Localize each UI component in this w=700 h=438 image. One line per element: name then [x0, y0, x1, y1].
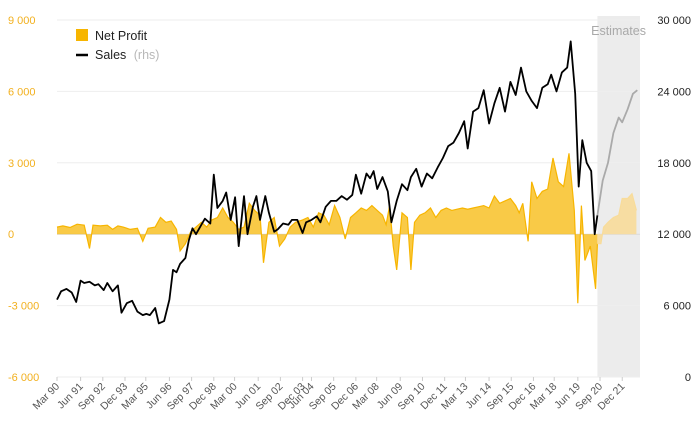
legend-label-sales-note: (rhs) — [134, 48, 160, 62]
y-axis-right: 0 6 000 12 000 18 000 24 000 30 000 — [657, 15, 691, 384]
y-right-tick-label: 30 000 — [657, 15, 691, 27]
y-axis-left: -6 000 -3 000 0 3 000 6 000 9 000 — [8, 15, 39, 384]
y-left-tick-label: -3 000 — [8, 301, 39, 313]
y-right-tick-label: 12 000 — [657, 229, 691, 241]
net-profit-series — [56, 153, 637, 304]
x-tick-label: Mar 90 — [31, 381, 63, 413]
y-left-tick-label: 6 000 — [8, 86, 36, 98]
net-profit-edge — [56, 153, 598, 304]
y-left-tick-label: 9 000 — [8, 15, 36, 27]
legend-label-net-profit: Net Profit — [95, 29, 148, 43]
net-profit-estimate-edge — [597, 192, 637, 245]
sales-series — [56, 40, 638, 325]
y-right-tick-label: 6 000 — [663, 301, 691, 313]
y-left-tick-label: 3 000 — [8, 158, 36, 170]
y-right-tick-label: 24 000 — [657, 86, 691, 98]
legend-swatch-net-profit — [76, 29, 88, 41]
legend-label-sales-text: Sales — [95, 48, 126, 62]
sales-line — [56, 40, 599, 325]
net-profit-area — [57, 153, 598, 304]
y-left-tick-label: 0 — [8, 229, 14, 241]
y-right-tick-label: 18 000 — [657, 158, 691, 170]
legend: Net Profit Sales (rhs) — [76, 29, 159, 62]
sales-estimate-line — [596, 89, 638, 216]
legend-label-sales: Sales (rhs) — [95, 48, 159, 62]
y-right-tick-label: 0 — [685, 372, 691, 384]
estimates-region — [597, 16, 640, 377]
net-profit-estimate-area — [597, 193, 637, 244]
estimates-label: Estimates — [591, 24, 646, 38]
y-left-tick-label: -6 000 — [8, 372, 39, 384]
